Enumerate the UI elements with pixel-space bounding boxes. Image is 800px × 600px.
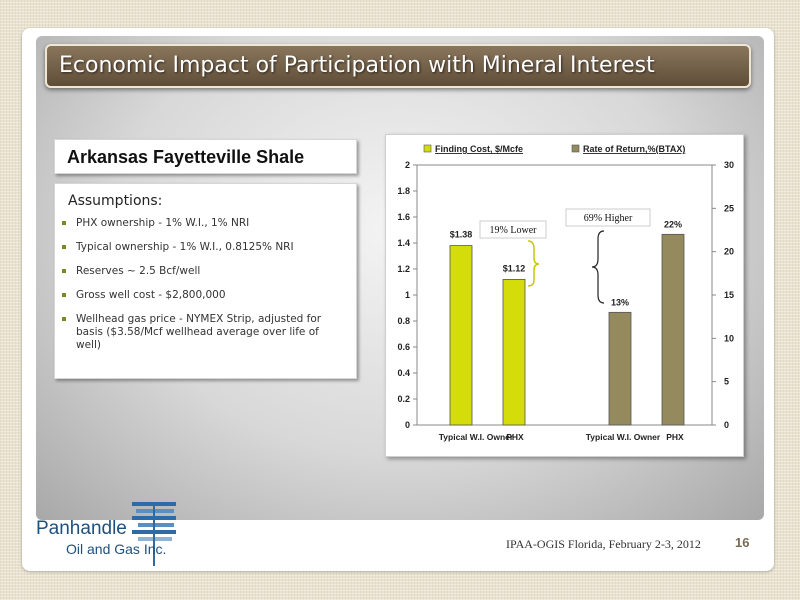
- legend-swatch-rate-of-return: [571, 144, 580, 153]
- annotation-69-higher: 69% Higher: [584, 213, 633, 224]
- chart-box: 0 0.2 0.4 0.6 0.8 1 1.2 1.4 1.6 1.8 2 0 5 10 15 20 25 30 $…: [385, 134, 744, 457]
- data-label-bg: [661, 216, 685, 231]
- category-label: PHX: [666, 432, 684, 442]
- right-axis-tick-label: 10: [724, 333, 734, 343]
- logo-text-line1: Panhandle: [36, 518, 127, 539]
- data-label: 13%: [611, 297, 629, 307]
- assumption-item: Wellhead gas price - NYMEX Strip, adjust…: [62, 313, 347, 352]
- left-axis-tick-label: 1.6: [397, 212, 410, 222]
- right-axis-tick-label: 25: [724, 203, 734, 213]
- annotation-box: [565, 208, 651, 227]
- legend-label-rate-of-return: Rate of Return,%(BTAX): [583, 144, 685, 154]
- assumptions-list: PHX ownership - 1% W.I., 1% NRI Typical …: [62, 217, 347, 352]
- left-axis-tick-label: 1.4: [397, 238, 410, 248]
- assumptions-box: Assumptions: PHX ownership - 1% W.I., 1%…: [54, 183, 357, 379]
- logo-mark-icon: [132, 502, 176, 566]
- page-number: 16: [735, 535, 750, 550]
- bar-finding-cost: [502, 278, 526, 426]
- slide-subtitle: Arkansas Fayetteville Shale: [67, 147, 305, 167]
- left-axis-tick-label: 0.6: [397, 342, 410, 352]
- left-axis-tick-label: 1: [405, 290, 410, 300]
- assumption-item: PHX ownership - 1% W.I., 1% NRI: [62, 217, 347, 230]
- annotation-19-lower: 19% Lower: [490, 225, 538, 236]
- annotation-brace-lower: [527, 240, 540, 287]
- right-axis-tick-label: 15: [724, 290, 734, 300]
- annotation-box: [479, 220, 547, 239]
- slide-title: Economic Impact of Participation with Mi…: [59, 53, 655, 78]
- left-axis-tick-label: 0: [405, 420, 410, 430]
- left-axis-tick-label: 0.2: [397, 394, 410, 404]
- left-axis-tick-label: 0.8: [397, 316, 410, 326]
- left-axis-tick-label: 0.4: [397, 368, 410, 378]
- company-logo: Panhandle Oil and Gas Inc.: [36, 498, 186, 568]
- right-axis-tick-label: 30: [724, 160, 734, 170]
- logo-text-line2: Oil and Gas Inc.: [66, 541, 167, 557]
- subtitle-box: Arkansas Fayetteville Shale: [54, 139, 357, 174]
- assumption-item: Gross well cost - $2,800,000: [62, 289, 347, 302]
- category-label: Typical W.I. Owner: [586, 432, 661, 442]
- data-label-bg: [608, 294, 632, 309]
- data-label-bg: [443, 226, 479, 241]
- right-axis-tick-label: 20: [724, 247, 734, 257]
- data-label: 22%: [664, 219, 682, 229]
- category-label: Typical W.I. Owner: [439, 432, 514, 442]
- left-axis-tick-label: 2: [405, 160, 410, 170]
- legend-swatch-finding-cost: [423, 144, 432, 153]
- assumptions-heading: Assumptions:: [68, 193, 163, 209]
- data-label: $1.12: [503, 263, 526, 273]
- category-label: PHX: [506, 432, 524, 442]
- data-label-bg: [496, 260, 532, 275]
- footer-text: IPAA-OGIS Florida, February 2-3, 2012: [506, 537, 701, 551]
- left-axis-tick-label: 1.8: [397, 186, 410, 196]
- title-bar: Economic Impact of Participation with Mi…: [45, 44, 751, 88]
- bar-finding-cost: [449, 245, 473, 426]
- assumption-item: Typical ownership - 1% W.I., 0.8125% NRI: [62, 241, 347, 254]
- left-axis-tick-label: 1.2: [397, 264, 410, 274]
- right-axis-tick-label: 5: [724, 377, 729, 387]
- combo-bar-chart: 00.20.40.60.811.21.41.61.82051015202530$…: [397, 144, 734, 442]
- annotation-brace-higher: [591, 230, 605, 304]
- bar-rate-of-return: [608, 311, 632, 426]
- bar-rate-of-return: [661, 233, 685, 426]
- assumption-item: Reserves ~ 2.5 Bcf/well: [62, 265, 347, 278]
- legend-label-finding-cost: Finding Cost, $/Mcfe: [435, 144, 523, 154]
- right-axis-tick-label: 0: [724, 420, 729, 430]
- data-label: $1.38: [450, 230, 473, 240]
